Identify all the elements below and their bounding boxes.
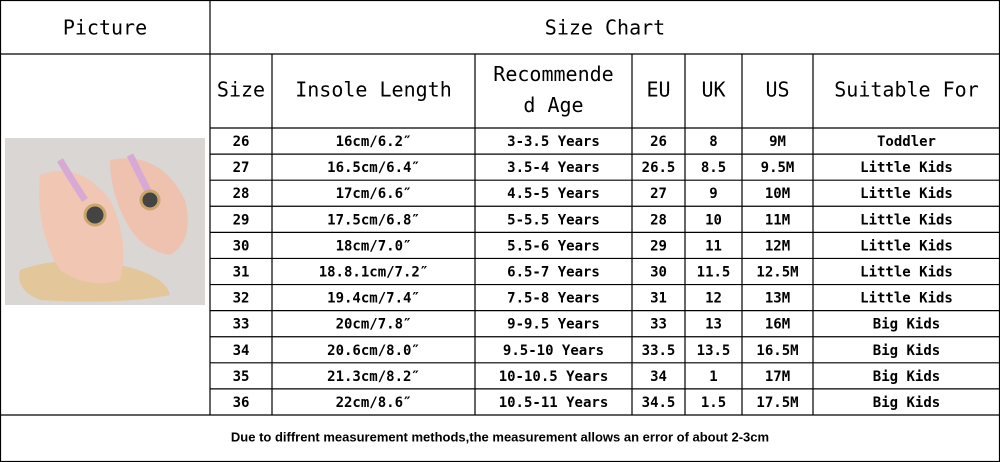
column-header: Recommende bbox=[493, 62, 613, 86]
table-cell: 11 bbox=[705, 238, 722, 254]
table-cell: 33.5 bbox=[642, 343, 676, 359]
column-header: UK bbox=[701, 78, 725, 102]
table-cell: 5-5.5 Years bbox=[507, 212, 600, 228]
table-cell: Little Kids bbox=[860, 238, 953, 254]
table-cell: 27 bbox=[233, 160, 250, 176]
table-cell: 10-10.5 Years bbox=[499, 369, 609, 385]
table-cell: 34.5 bbox=[642, 395, 676, 411]
table-cell: 17cm/6.6″ bbox=[336, 186, 412, 202]
table-cell: 8.5 bbox=[701, 160, 726, 176]
table-cell: 16.5cm/6.4″ bbox=[327, 160, 420, 176]
table-cell: 32 bbox=[233, 291, 250, 307]
table-cell: 21.3cm/8.2″ bbox=[327, 369, 420, 385]
table-cell: 1 bbox=[709, 369, 717, 385]
table-cell: 11.5 bbox=[697, 265, 731, 281]
table-cell: 12.5M bbox=[756, 265, 798, 281]
table-cell: 8 bbox=[709, 134, 717, 150]
table-cell: 29 bbox=[650, 238, 667, 254]
column-header: US bbox=[765, 78, 789, 102]
table-cell: 31 bbox=[650, 291, 667, 307]
table-cell: Little Kids bbox=[860, 265, 953, 281]
table-cell: 30 bbox=[233, 238, 250, 254]
table-cell: 30 bbox=[650, 265, 667, 281]
table-cell: Little Kids bbox=[860, 291, 953, 307]
column-header: d Age bbox=[523, 93, 583, 117]
table-cell: 9.5-10 Years bbox=[503, 343, 604, 359]
table-cell: 18cm/7.0″ bbox=[336, 238, 412, 254]
table-cell: 34 bbox=[233, 343, 250, 359]
table-cell: 10 bbox=[705, 212, 722, 228]
chart-title: Size Chart bbox=[545, 16, 665, 40]
table-cell: 33 bbox=[650, 317, 667, 333]
table-cell: 26 bbox=[650, 134, 667, 150]
footer-note: Due to diffrent measurement methods,the … bbox=[231, 429, 769, 444]
table-cell: 27 bbox=[650, 186, 667, 202]
table-cell: 12 bbox=[705, 291, 722, 307]
table-cell: 36 bbox=[233, 395, 250, 411]
table-cell: Big Kids bbox=[873, 343, 940, 359]
table-cell: Big Kids bbox=[873, 317, 940, 333]
table-cell: Toddler bbox=[877, 134, 936, 150]
table-cell: 12M bbox=[765, 238, 790, 254]
table-cell: 16.5M bbox=[756, 343, 798, 359]
column-header: Size bbox=[217, 78, 265, 102]
table-cell: Big Kids bbox=[873, 369, 940, 385]
table-cell: 22cm/8.6″ bbox=[336, 395, 412, 411]
table-cell: 9 bbox=[709, 186, 717, 202]
table-cell: 13 bbox=[705, 317, 722, 333]
table-cell: 11M bbox=[765, 212, 790, 228]
table-cell: 33 bbox=[233, 317, 250, 333]
table-cell: 17M bbox=[765, 369, 790, 385]
table-cell: 18.8.1cm/7.2″ bbox=[319, 265, 429, 281]
picture-heading: Picture bbox=[63, 16, 147, 40]
table-cell: Big Kids bbox=[873, 395, 940, 411]
table-cell: 7.5-8 Years bbox=[507, 291, 600, 307]
table-cell: 28 bbox=[650, 212, 667, 228]
table-cell: 10.5-11 Years bbox=[499, 395, 609, 411]
table-cell: 19.4cm/7.4″ bbox=[327, 291, 420, 307]
column-header: Insole Length bbox=[295, 78, 452, 102]
table-cell: 10M bbox=[765, 186, 790, 202]
table-cell: 9M bbox=[769, 134, 786, 150]
table-cell: 17.5cm/6.8″ bbox=[327, 212, 420, 228]
column-header: Suitable For bbox=[834, 78, 979, 102]
table-cell: 9-9.5 Years bbox=[507, 317, 600, 333]
table-cell: Little Kids bbox=[860, 212, 953, 228]
table-cell: 13M bbox=[765, 291, 790, 307]
table-cell: 17.5M bbox=[756, 395, 798, 411]
table-cell: 31 bbox=[233, 265, 250, 281]
table-cell: 26 bbox=[233, 134, 250, 150]
table-cell: 16M bbox=[765, 317, 790, 333]
column-header: EU bbox=[646, 78, 670, 102]
table-cell: 34 bbox=[650, 369, 667, 385]
product-photo bbox=[5, 138, 205, 305]
table-cell: 9.5M bbox=[761, 160, 795, 176]
table-cell: 4.5-5 Years bbox=[507, 186, 600, 202]
table-cell: 6.5-7 Years bbox=[507, 265, 600, 281]
table-cell: 28 bbox=[233, 186, 250, 202]
table-cell: Little Kids bbox=[860, 160, 953, 176]
table-cell: 35 bbox=[233, 369, 250, 385]
table-cell: 5.5-6 Years bbox=[507, 238, 600, 254]
table-cell: Little Kids bbox=[860, 186, 953, 202]
table-cell: 1.5 bbox=[701, 395, 726, 411]
table-cell: 26.5 bbox=[642, 160, 676, 176]
table-cell: 3.5-4 Years bbox=[507, 160, 600, 176]
table-cell: 20.6cm/8.0″ bbox=[327, 343, 420, 359]
table-cell: 13.5 bbox=[697, 343, 731, 359]
table-cell: 3-3.5 Years bbox=[507, 134, 600, 150]
table-cell: 20cm/7.8″ bbox=[336, 317, 412, 333]
table-cell: 16cm/6.2″ bbox=[336, 134, 412, 150]
table-cell: 29 bbox=[233, 212, 250, 228]
